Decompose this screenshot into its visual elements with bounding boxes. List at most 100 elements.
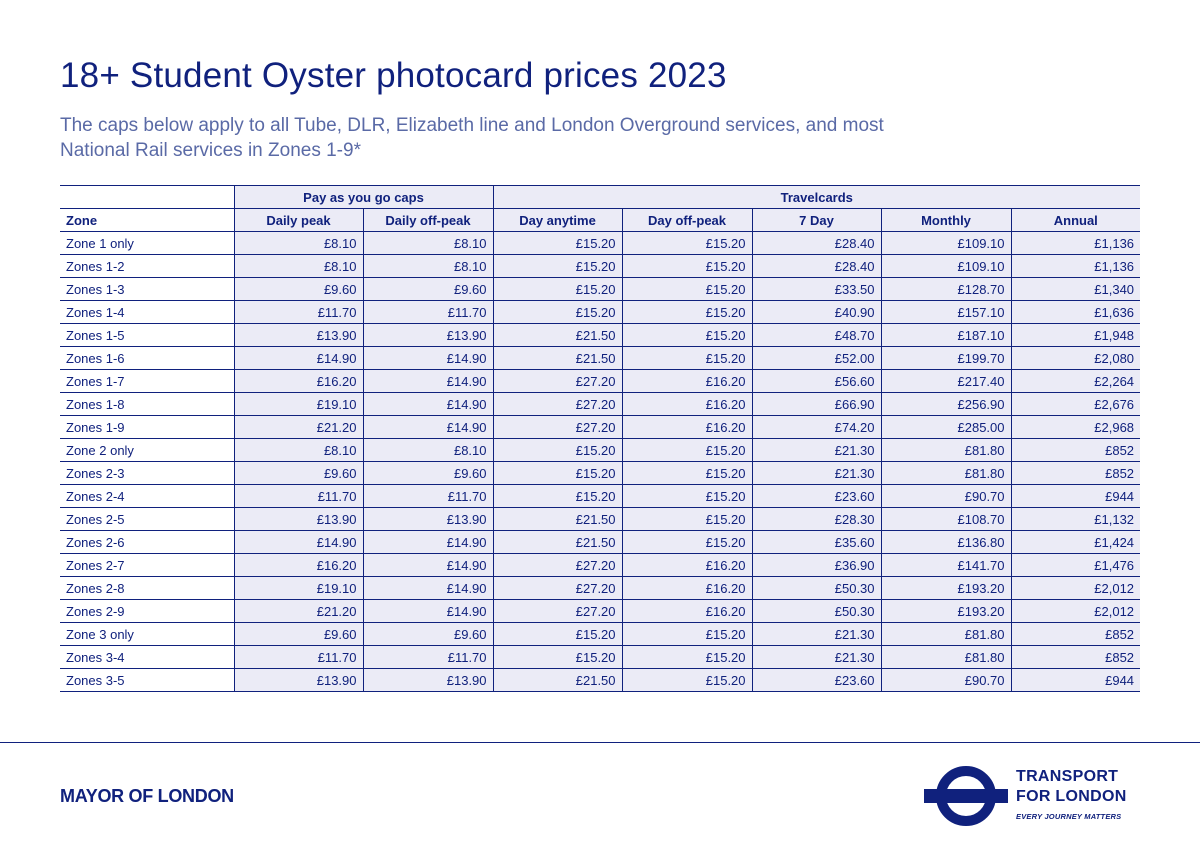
- price-cell: £852: [1010, 461, 1141, 485]
- price-cell: £15.20: [492, 484, 623, 508]
- price-cell: £2,080: [1010, 346, 1141, 370]
- price-cell: £50.30: [751, 576, 882, 600]
- price-cell: £15.20: [492, 645, 623, 669]
- zone-cell: Zones 2-3: [60, 461, 234, 485]
- price-cell: £14.90: [362, 392, 494, 416]
- price-cell: £108.70: [880, 507, 1012, 531]
- price-cell: £2,968: [1010, 415, 1141, 439]
- price-cell: £16.20: [621, 415, 753, 439]
- price-cell: £16.20: [233, 369, 363, 393]
- price-cell: £28.40: [751, 254, 882, 278]
- price-cell: £81.80: [880, 622, 1012, 646]
- price-cell: £14.90: [362, 553, 494, 577]
- price-cell: £15.20: [492, 300, 623, 324]
- price-cell: £27.20: [492, 553, 623, 577]
- table-row: Zones 1-7 £16.20 £14.90 £27.20 £16.20 £56.60 £…: [60, 369, 1141, 393]
- table-row: Zones 1-3 £9.60 £9.60 £15.20 £15.20 £33.50 £12…: [60, 277, 1141, 301]
- table-row: Zones 2-9 £21.20 £14.90 £27.20 £16.20 £50.30 £…: [60, 599, 1141, 623]
- table-row: Zones 2-8 £19.10 £14.90 £27.20 £16.20 £50.30 £…: [60, 576, 1141, 600]
- table-row: Zones 1-6 £14.90 £14.90 £21.50 £15.20 £52.00 £…: [60, 346, 1141, 370]
- price-cell: £14.90: [362, 346, 494, 370]
- tfl-tagline: EVERY JOURNEY MATTERS: [1016, 812, 1122, 821]
- price-cell: £285.00: [880, 415, 1012, 439]
- price-cell: £52.00: [751, 346, 882, 370]
- price-cell: £16.20: [621, 392, 753, 416]
- price-cell: £1,136: [1010, 231, 1141, 255]
- group-header-travelcards: Travelcards: [492, 185, 1141, 209]
- price-cell: £27.20: [492, 392, 623, 416]
- price-cell: £13.90: [233, 323, 363, 347]
- price-table-body: Zone 1 only £8.10 £8.10 £15.20 £15.20 £28.40 £…: [60, 231, 1141, 692]
- price-cell: £109.10: [880, 254, 1012, 278]
- price-cell: £2,264: [1010, 369, 1141, 393]
- group-header-payg: Pay as you go caps: [233, 185, 494, 209]
- price-cell: £16.20: [621, 369, 753, 393]
- price-cell: £16.20: [233, 553, 363, 577]
- price-cell: £8.10: [233, 231, 363, 255]
- column-header-day-off-peak: Day off-peak: [621, 208, 753, 232]
- price-cell: £852: [1010, 645, 1141, 669]
- table-row: Zones 2-5 £13.90 £13.90 £21.50 £15.20 £28.30 £…: [60, 507, 1141, 531]
- price-cell: £28.30: [751, 507, 882, 531]
- price-cell: £21.30: [751, 461, 882, 485]
- price-cell: £28.40: [751, 231, 882, 255]
- table-row: Zones 2-6 £14.90 £14.90 £21.50 £15.20 £35.60 £…: [60, 530, 1141, 554]
- zone-cell: Zones 3-5: [60, 668, 234, 692]
- tfl-roundel-icon: [924, 766, 1008, 826]
- price-cell: £13.90: [362, 323, 494, 347]
- price-cell: £1,636: [1010, 300, 1141, 324]
- price-cell: £15.20: [621, 668, 753, 692]
- zone-cell: Zones 1-5: [60, 323, 234, 347]
- price-cell: £21.30: [751, 622, 882, 646]
- zone-cell: Zone 1 only: [60, 231, 234, 255]
- price-cell: £27.20: [492, 576, 623, 600]
- zone-cell: Zones 3-4: [60, 645, 234, 669]
- table-row: Zones 1-4 £11.70 £11.70 £15.20 £15.20 £40.90 £…: [60, 300, 1141, 324]
- price-cell: £16.20: [621, 553, 753, 577]
- price-cell: £1,948: [1010, 323, 1141, 347]
- zone-cell: Zone 3 only: [60, 622, 234, 646]
- price-cell: £21.50: [492, 507, 623, 531]
- price-cell: £90.70: [880, 484, 1012, 508]
- price-cell: £9.60: [362, 461, 494, 485]
- price-cell: £19.10: [233, 392, 363, 416]
- price-cell: £217.40: [880, 369, 1012, 393]
- zone-cell: Zones 2-6: [60, 530, 234, 554]
- price-cell: £21.50: [492, 346, 623, 370]
- price-cell: £16.20: [621, 599, 753, 623]
- price-cell: £50.30: [751, 599, 882, 623]
- price-cell: £13.90: [362, 507, 494, 531]
- price-cell: £11.70: [233, 645, 363, 669]
- price-cell: £944: [1010, 668, 1141, 692]
- group-header-empty: [60, 185, 234, 209]
- price-cell: £11.70: [362, 300, 494, 324]
- price-cell: £81.80: [880, 461, 1012, 485]
- table-row: Zones 3-5 £13.90 £13.90 £21.50 £15.20 £23.60 £…: [60, 668, 1141, 692]
- price-cell: £1,476: [1010, 553, 1141, 577]
- table-row: Zones 1-8 £19.10 £14.90 £27.20 £16.20 £66.90 £…: [60, 392, 1141, 416]
- column-header-day-anytime: Day anytime: [492, 208, 623, 232]
- page-title: 18+ Student Oyster photocard prices 2023: [60, 56, 727, 95]
- table-row: Zone 2 only £8.10 £8.10 £15.20 £15.20 £21.30 £…: [60, 438, 1141, 462]
- zone-cell: Zones 2-8: [60, 576, 234, 600]
- price-cell: £15.20: [492, 254, 623, 278]
- price-cell: £11.70: [233, 300, 363, 324]
- price-cell: £33.50: [751, 277, 882, 301]
- price-cell: £9.60: [362, 622, 494, 646]
- price-cell: £8.10: [362, 231, 494, 255]
- price-cell: £15.20: [492, 461, 623, 485]
- table-row: Zones 2-7 £16.20 £14.90 £27.20 £16.20 £36.90 £…: [60, 553, 1141, 577]
- mayor-of-london-logo: MAYOR OF LONDON: [60, 786, 234, 806]
- price-cell: £21.20: [233, 415, 363, 439]
- zone-cell: Zones 2-7: [60, 553, 234, 577]
- price-table: Pay as you go caps Travelcards Zone Dail…: [60, 185, 1141, 692]
- price-cell: £1,424: [1010, 530, 1141, 554]
- price-cell: £13.90: [233, 668, 363, 692]
- table-row: Zones 1-5 £13.90 £13.90 £21.50 £15.20 £48.70 £…: [60, 323, 1141, 347]
- price-cell: £21.50: [492, 668, 623, 692]
- price-cell: £56.60: [751, 369, 882, 393]
- price-cell: £23.60: [751, 668, 882, 692]
- price-cell: £157.10: [880, 300, 1012, 324]
- price-cell: £15.20: [621, 277, 753, 301]
- column-header-daily-off-peak: Daily off-peak: [362, 208, 494, 232]
